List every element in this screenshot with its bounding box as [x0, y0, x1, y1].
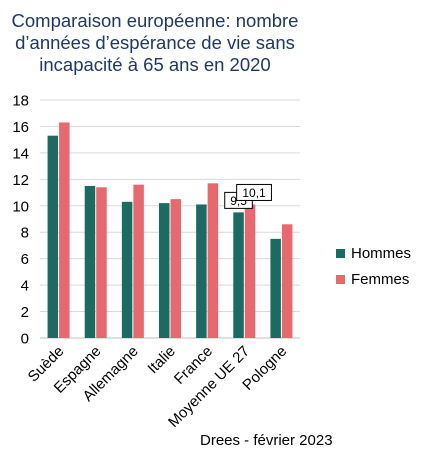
y-tick-label: 18 — [12, 93, 29, 110]
bar-hommes — [121, 201, 133, 338]
bar-femmes — [96, 187, 107, 338]
bar-hommes — [47, 135, 59, 338]
y-tick-label: 8 — [21, 225, 29, 242]
chart-title-line-2: d’années d’espérance de vie sans — [15, 32, 295, 53]
y-tick-label: 16 — [12, 119, 29, 136]
bar-hommes — [84, 185, 96, 338]
legend-swatch-hommes — [336, 249, 345, 258]
bar-hommes — [196, 204, 207, 338]
chart-title-line-3: incapacité à 65 ans en 2020 — [39, 54, 271, 75]
y-tick-label: 6 — [21, 251, 29, 268]
legend-label-femmes: Femmes — [351, 271, 410, 288]
gridlines — [40, 99, 300, 339]
source-note: Drees - février 2023 — [200, 432, 333, 449]
data-label: 10,1 — [236, 183, 272, 201]
bar-femmes — [133, 184, 144, 338]
data-labels: 9,510,1 — [224, 183, 272, 209]
bar-hommes — [270, 238, 281, 338]
legend-item-hommes: Hommes — [336, 245, 411, 262]
y-tick-label: 14 — [12, 145, 29, 162]
bars — [47, 122, 293, 338]
bar-femmes — [281, 224, 293, 338]
y-axis-ticks: 0 2 4 6 8 10 12 14 16 18 — [12, 93, 29, 348]
y-tick-label: 4 — [21, 278, 29, 295]
bar-hommes — [233, 212, 244, 338]
chart-title: Comparaison européenne: nombre d’années … — [0, 10, 310, 76]
legend-label-hommes: Hommes — [351, 245, 412, 262]
bar-femmes — [244, 204, 256, 338]
y-tick-label: 10 — [12, 198, 29, 215]
bar-femmes — [207, 183, 219, 338]
bar-hommes — [159, 203, 170, 338]
data-label-text: 10,1 — [242, 186, 266, 200]
y-tick-label: 0 — [21, 331, 29, 348]
y-tick-label: 2 — [21, 304, 29, 321]
chart-title-line-1: Comparaison européenne: nombre — [11, 10, 299, 31]
data-label-box — [236, 183, 272, 201]
legend-item-femmes: Femmes — [336, 271, 409, 288]
y-tick-label: 12 — [12, 172, 29, 189]
bar-femmes — [170, 199, 181, 338]
legend-swatch-femmes — [336, 275, 345, 284]
bar-femmes — [59, 122, 70, 338]
